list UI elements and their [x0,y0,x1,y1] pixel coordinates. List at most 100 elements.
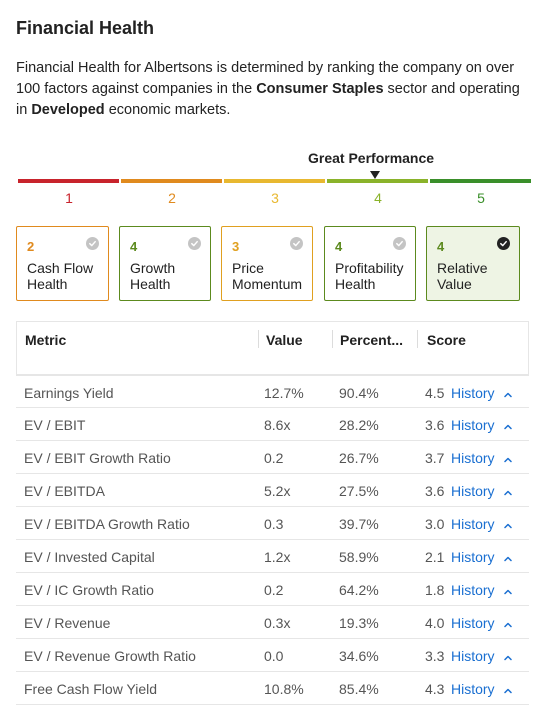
desc-text-3: economic markets. [104,102,231,118]
chevron-up-icon[interactable] [503,584,513,595]
history-link[interactable]: History [451,582,495,598]
metric-value: 0.2 [264,582,284,598]
metric-value: 0.3x [264,615,291,631]
metric-name: Free Cash Flow Yield [24,681,158,697]
chevron-up-icon[interactable] [503,551,513,562]
table-row: EV / Revenue Growth Ratio 0.0 34.6% 3.3 Hist… [16,639,529,672]
factor-label: Cash Flow Health [27,260,94,292]
scale-bar-3 [224,179,325,183]
history-link[interactable]: History [451,385,495,401]
metric-name: EV / EBITDA [24,483,105,499]
metric-name: EV / IC Growth Ratio [24,582,154,598]
metric-score: 2.1 [425,549,445,565]
table-row: EV / EBIT Growth Ratio 0.2 26.7% 3.7 History [16,441,529,474]
table-row: EV / EBITDA 5.2x 27.5% 3.6 History [16,474,529,507]
metric-value: 12.7% [264,385,304,401]
scale-bar-2 [121,179,222,183]
history-link[interactable]: History [451,417,495,433]
scale-number-2: 2 [168,190,176,206]
factor-label: Price Momentum [232,260,303,292]
metric-percentile: 26.7% [339,450,379,466]
history-link[interactable]: History [451,681,495,697]
factor-card[interactable]: 4 Profitability Health [324,226,416,301]
metric-name: EV / EBITDA Growth Ratio [24,516,190,532]
history-link[interactable]: History [451,615,495,631]
metric-value: 5.2x [264,483,291,499]
metric-percentile: 27.5% [339,483,379,499]
chevron-up-icon[interactable] [503,419,513,430]
chevron-up-icon[interactable] [503,485,513,496]
metric-value: 0.0 [264,648,284,664]
metric-name: EV / Invested Capital [24,549,155,565]
check-circle-icon [86,237,99,250]
metric-percentile: 58.9% [339,549,379,565]
metric-percentile: 34.6% [339,648,379,664]
column-divider[interactable] [258,330,259,348]
table-row: EV / EBIT 8.6x 28.2% 3.6 History [16,408,529,441]
metric-score: 3.6 [425,483,445,499]
metric-name: EV / EBIT Growth Ratio [24,450,171,466]
desc-text-1: Financial Health for Albertsons is deter… [16,60,515,97]
chevron-up-icon[interactable] [503,617,513,628]
metric-score: 1.8 [425,582,445,598]
factor-label: Profitability Health [335,260,404,292]
scale-bar-5 [430,179,531,183]
factor-label: Relative Value [437,260,488,292]
metric-score: 4.5 [425,385,445,401]
table-row: EV / Invested Capital 1.2x 58.9% 2.1 History [16,540,529,573]
column-divider[interactable] [332,330,333,348]
factor-card[interactable]: 4 Growth Health [119,226,211,301]
table-row: EV / EBITDA Growth Ratio 0.3 39.7% 3.0 Histo… [16,507,529,540]
check-circle-icon [393,237,406,250]
header-score[interactable]: Score [427,332,466,348]
scale-number-3: 3 [271,190,279,206]
factor-score: 4 [437,239,445,254]
factor-card[interactable]: 2 Cash Flow Health [16,226,109,301]
metric-percentile: 19.3% [339,615,379,631]
metric-name: EV / EBIT [24,417,86,433]
header-value[interactable]: Value [266,332,303,348]
metric-name: EV / Revenue [24,615,111,631]
factor-score: 2 [27,239,35,254]
chevron-up-icon[interactable] [503,683,513,694]
metric-name: EV / Revenue Growth Ratio [24,648,196,664]
metrics-table: Metric Value Percent... Score Earnings Y… [16,321,529,705]
chevron-up-icon[interactable] [503,650,513,661]
factor-card[interactable]: 4 Relative Value [426,226,520,301]
desc-sector: Consumer Staples [256,81,384,97]
history-link[interactable]: History [451,483,495,499]
history-link[interactable]: History [451,648,495,664]
factor-label: Growth Health [130,260,176,292]
history-link[interactable]: History [451,549,495,565]
metric-name: Earnings Yield [24,385,114,401]
metric-score: 4.3 [425,681,445,697]
column-divider[interactable] [417,330,418,348]
metric-value: 0.3 [264,516,284,532]
desc-market: Developed [31,102,105,118]
scale-number-5: 5 [477,190,485,206]
scale-bar-1 [18,179,119,183]
chevron-up-icon[interactable] [503,387,513,398]
factor-score: 4 [130,239,138,254]
table-row: EV / Revenue 0.3x 19.3% 4.0 History [16,606,529,639]
table-row: Earnings Yield 12.7% 90.4% 4.5 History [16,375,529,408]
history-link[interactable]: History [451,450,495,466]
header-percentile[interactable]: Percent... [340,332,404,348]
check-circle-icon [497,237,510,250]
metric-value: 0.2 [264,450,284,466]
table-row: Free Cash Flow Yield 10.8% 85.4% 4.3 History [16,672,529,705]
desc-text-2: sector and operating in [16,81,520,118]
factor-score: 3 [232,239,240,254]
scale-number-1: 1 [65,190,73,206]
chevron-up-icon[interactable] [503,518,513,529]
factor-card[interactable]: 3 Price Momentum [221,226,313,301]
metric-percentile: 39.7% [339,516,379,532]
header-spacer [16,357,529,375]
header-metric[interactable]: Metric [25,332,67,348]
performance-marker-icon [370,171,380,179]
chevron-up-icon[interactable] [503,452,513,463]
metric-value: 10.8% [264,681,304,697]
history-link[interactable]: History [451,516,495,532]
metric-score: 3.3 [425,648,445,664]
page-title: Financial Health [16,18,155,38]
